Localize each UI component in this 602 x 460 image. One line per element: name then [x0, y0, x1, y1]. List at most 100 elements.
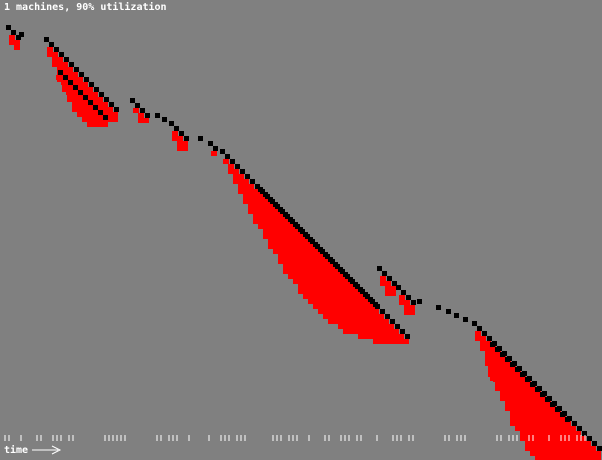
queue-wait-cell [96, 115, 102, 120]
job-marker [103, 115, 108, 120]
job-marker [140, 108, 145, 113]
job-marker [530, 382, 535, 387]
job-marker [373, 302, 378, 307]
job-marker [363, 292, 368, 297]
job-marker [74, 67, 79, 72]
time-axis-label: time [4, 445, 28, 456]
job-marker [487, 336, 492, 341]
job-marker [472, 321, 477, 326]
job-marker [69, 62, 74, 67]
job-marker [235, 164, 240, 169]
job-marker [390, 319, 395, 324]
job-marker [155, 113, 160, 118]
job-marker [308, 237, 313, 242]
job-marker [405, 334, 410, 339]
job-marker [587, 436, 592, 441]
queue-wait-cell [403, 339, 409, 344]
job-marker [213, 146, 218, 151]
job-marker [323, 252, 328, 257]
job-marker [565, 417, 570, 422]
job-marker [368, 297, 373, 302]
job-marker [278, 207, 283, 212]
job-marker [44, 37, 49, 42]
job-marker [174, 126, 179, 131]
job-marker [348, 277, 353, 282]
job-marker [184, 136, 189, 141]
job-marker [377, 266, 382, 271]
job-marker [382, 271, 387, 276]
job-marker [577, 426, 582, 431]
job-marker [525, 377, 530, 382]
job-marker [135, 103, 140, 108]
job-marker [401, 290, 406, 295]
job-marker [250, 179, 255, 184]
job-marker [298, 227, 303, 232]
queue-wait-cell [182, 141, 188, 151]
job-marker [303, 232, 308, 237]
queue-wait-cell [409, 305, 415, 315]
queue-wait-cell [112, 112, 118, 122]
job-marker [245, 174, 250, 179]
job-marker [338, 267, 343, 272]
job-marker [505, 357, 510, 362]
queue-wait-cell [14, 40, 20, 50]
job-marker [98, 110, 103, 115]
job-marker [88, 100, 93, 105]
job-marker [572, 421, 577, 426]
job-marker [93, 105, 98, 110]
job-marker [328, 257, 333, 262]
job-marker [406, 295, 411, 300]
job-marker [19, 32, 24, 37]
job-marker [482, 331, 487, 336]
job-marker [387, 276, 392, 281]
queue-wait-cell [56, 75, 62, 80]
queue-wait-cell [390, 286, 396, 296]
job-marker [490, 342, 495, 347]
job-marker [380, 309, 385, 314]
job-marker [64, 57, 69, 62]
job-marker [169, 121, 174, 126]
job-marker [258, 187, 263, 192]
job-marker [454, 313, 459, 318]
job-marker [446, 309, 451, 314]
job-marker [515, 367, 520, 372]
job-marker [230, 159, 235, 164]
job-marker [411, 300, 416, 305]
queue-wait-cell [101, 120, 107, 125]
job-marker [54, 47, 59, 52]
job-marker [353, 282, 358, 287]
job-marker [293, 222, 298, 227]
job-marker [109, 102, 114, 107]
job-marker [545, 397, 550, 402]
job-marker [220, 149, 225, 154]
job-marker [273, 202, 278, 207]
queue-wait-cell [143, 118, 149, 123]
queue-wait-cell [61, 80, 67, 85]
job-marker [240, 169, 245, 174]
job-marker [198, 136, 203, 141]
job-marker [400, 329, 405, 334]
job-marker [79, 72, 84, 77]
job-marker [145, 113, 150, 118]
job-marker [83, 95, 88, 100]
job-marker [263, 192, 268, 197]
job-marker [59, 52, 64, 57]
job-marker [510, 362, 515, 367]
right-arrow-icon [32, 446, 60, 454]
job-marker [6, 25, 11, 30]
job-marker [333, 262, 338, 267]
queue-wait-layer [9, 35, 601, 460]
job-marker [495, 347, 500, 352]
job-marker [68, 80, 73, 85]
job-marker [78, 90, 83, 95]
job-marker [73, 85, 78, 90]
queue-wait-cell [595, 451, 601, 460]
job-marker [395, 324, 400, 329]
job-marker [225, 154, 230, 159]
job-marker [560, 412, 565, 417]
job-marker [343, 272, 348, 277]
job-marker [104, 97, 109, 102]
job-marker [58, 70, 63, 75]
